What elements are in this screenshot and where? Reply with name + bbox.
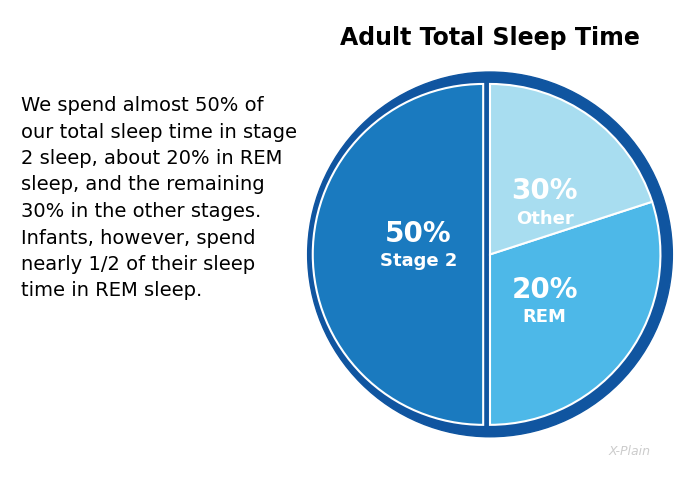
Text: REM: REM [523,309,566,326]
Text: We spend almost 50% of
our total sleep time in stage
2 sleep, about 20% in REM
s: We spend almost 50% of our total sleep t… [21,96,297,300]
Wedge shape [490,202,660,425]
Circle shape [307,72,673,437]
Text: 20%: 20% [511,276,578,304]
Text: 30%: 30% [511,177,578,205]
Title: Adult Total Sleep Time: Adult Total Sleep Time [340,25,640,49]
Text: X-Plain: X-Plain [609,444,651,458]
Wedge shape [313,84,483,425]
Text: 50%: 50% [385,220,452,248]
Text: Other: Other [516,210,573,228]
Text: Stage 2: Stage 2 [379,252,457,270]
Wedge shape [490,84,652,254]
